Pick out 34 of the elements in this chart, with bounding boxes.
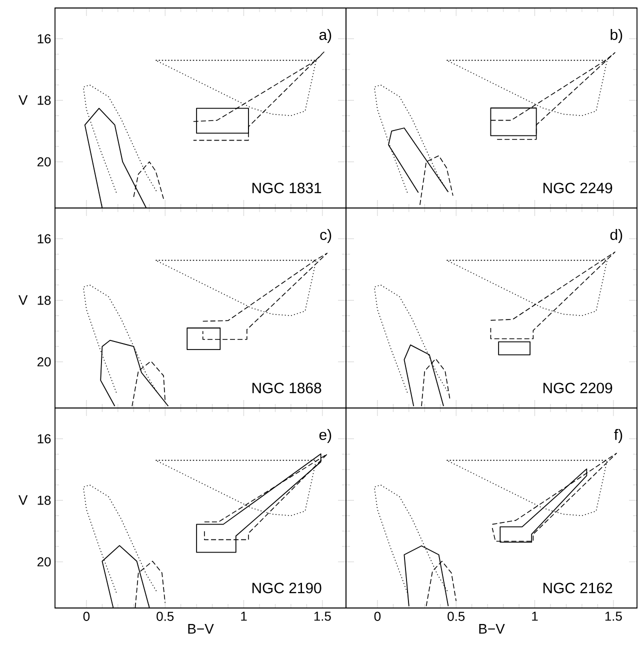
- annotation: NGC 2209: [543, 382, 612, 394]
- y-axis-title: V: [18, 295, 28, 305]
- annotation: NGC 2162: [543, 582, 612, 594]
- x-axis-title: B−V: [479, 624, 505, 634]
- y-tick-label: 20: [37, 157, 51, 166]
- y-tick-label: 20: [37, 357, 51, 366]
- annotation: f): [614, 429, 622, 443]
- y-tick-label: 16: [38, 234, 51, 244]
- x-tick-label: 0.5: [448, 612, 465, 621]
- annotation: NGC 1831: [252, 182, 322, 194]
- y-tick-label: 20: [37, 557, 51, 566]
- annotation: c): [320, 229, 332, 243]
- x-tick-label: 0: [83, 612, 90, 621]
- annotation: b): [610, 29, 622, 43]
- y-tick-label: 18: [38, 496, 51, 505]
- x-tick-label: 1.5: [605, 612, 622, 621]
- y-tick-label: 18: [38, 296, 51, 305]
- y-tick-label: 16: [38, 434, 51, 444]
- x-tick-label: 0.5: [156, 612, 174, 621]
- y-tick-label: 18: [38, 96, 51, 105]
- x-tick-label: 1: [532, 612, 538, 621]
- annotation: d): [610, 229, 622, 243]
- x-tick-label: 1.5: [314, 612, 331, 621]
- annotation: NGC 1868: [252, 382, 322, 394]
- annotation: NGC 2249: [543, 182, 612, 194]
- y-tick-label: 16: [38, 34, 51, 44]
- y-axis-title: V: [18, 95, 28, 105]
- y-axis-title: V: [18, 495, 28, 505]
- x-axis-title: B−V: [188, 624, 214, 634]
- x-tick-label: 0: [374, 612, 381, 621]
- annotation: a): [319, 29, 332, 43]
- annotation: NGC 2190: [252, 582, 322, 594]
- x-tick-label: 1: [241, 612, 247, 621]
- annotation: e): [319, 429, 332, 443]
